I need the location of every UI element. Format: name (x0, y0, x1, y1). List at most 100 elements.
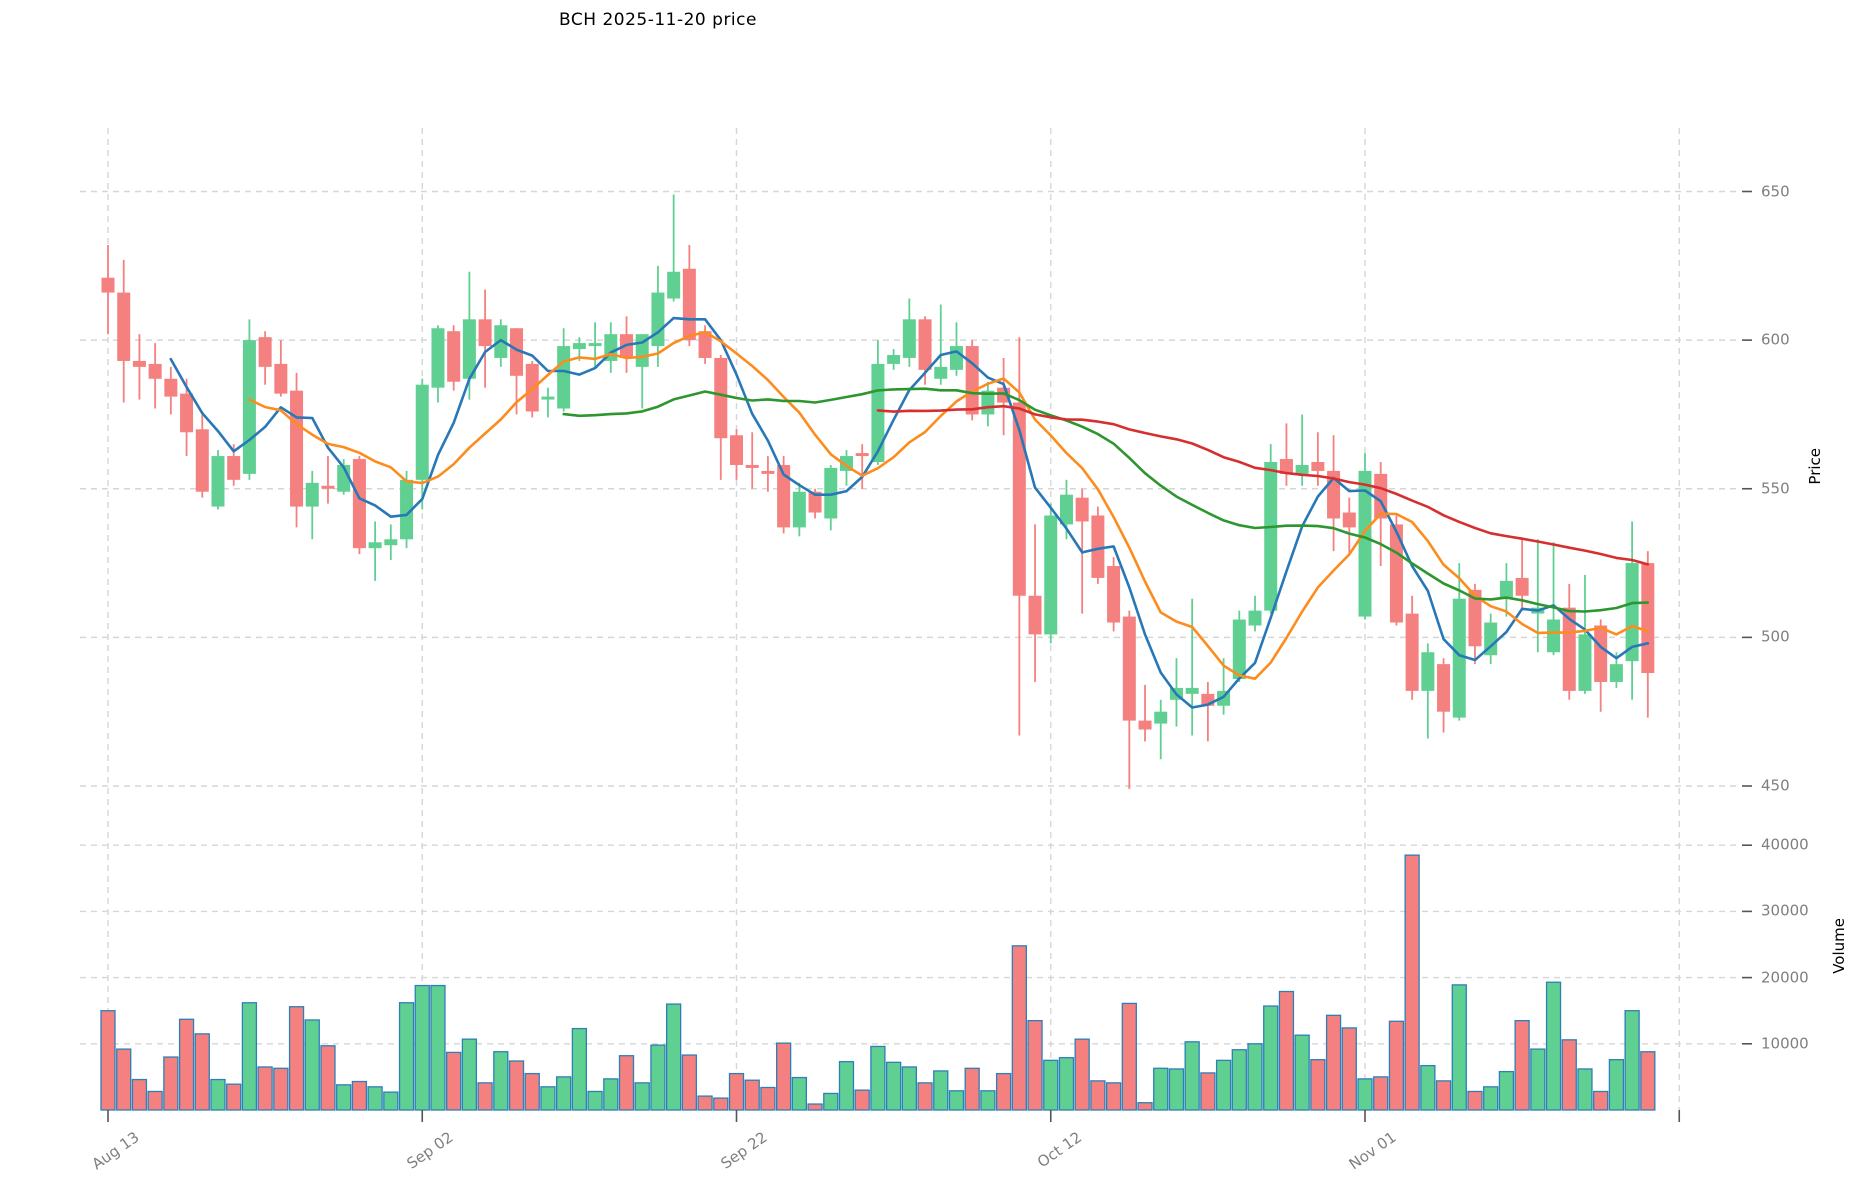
volume-bar (1545, 981, 1562, 1111)
volume-bar (226, 1083, 242, 1111)
volume-bar (116, 1048, 132, 1111)
candle-body (1389, 524, 1403, 623)
volume-bar (241, 1002, 258, 1111)
candle-body (1578, 634, 1592, 691)
volume-bar (1278, 990, 1295, 1111)
volume-bar (885, 1061, 902, 1111)
candle-body (1059, 494, 1073, 525)
volume-bar (587, 1090, 603, 1111)
volume-bar (194, 1033, 210, 1111)
volume-bar (571, 1027, 588, 1111)
candle-body (667, 271, 681, 299)
volume-bar (540, 1086, 556, 1111)
volume-bar (147, 1090, 163, 1111)
candle-body (384, 539, 398, 546)
candle-body (352, 459, 366, 549)
candle-body (1248, 610, 1262, 626)
candle-body (1138, 720, 1152, 730)
candle-body (918, 319, 932, 370)
candle-body (1264, 461, 1278, 611)
candle-body (211, 456, 225, 507)
candle-body (1484, 622, 1498, 656)
candle-body (195, 429, 209, 492)
volume-bar (1624, 1010, 1640, 1111)
candle-body (541, 396, 555, 400)
volume-bar (477, 1082, 493, 1111)
volume-bar (1341, 1027, 1357, 1111)
candle-body (1012, 402, 1026, 596)
candle-body (557, 346, 571, 409)
candle-body (949, 346, 963, 370)
candle-body (117, 292, 131, 361)
ma10-line (248, 330, 1650, 681)
candle-body (1437, 664, 1451, 712)
volume-bar (964, 1067, 980, 1111)
volume-bar (1483, 1086, 1499, 1111)
volume-bar (273, 1067, 289, 1111)
candle-body (274, 363, 288, 394)
candle-body (1107, 566, 1121, 623)
candle-body (745, 464, 759, 468)
candle-body (714, 357, 728, 439)
volume-bar (1420, 1064, 1436, 1111)
candle-body (1405, 613, 1419, 691)
candle-body (132, 360, 146, 367)
volume-bar (1200, 1072, 1216, 1111)
volume-bar (1105, 1082, 1122, 1111)
candle-body (1499, 580, 1513, 599)
volume-bar (838, 1061, 855, 1111)
volume-bar (556, 1076, 572, 1111)
volume-bar (1263, 1005, 1279, 1111)
candle-body (808, 491, 822, 513)
candle-body (368, 542, 382, 549)
volume-bar (524, 1072, 540, 1111)
volume-bar (666, 1003, 682, 1111)
volume-bar (681, 1054, 698, 1111)
candle-body (965, 346, 979, 415)
volume-bar (1451, 984, 1467, 1111)
volume-bar (446, 1051, 462, 1111)
candle-body (730, 435, 743, 465)
candle-body (792, 491, 806, 528)
candle-body (1295, 464, 1309, 474)
candle-body (855, 453, 869, 457)
candle-body (1185, 687, 1199, 694)
volume-bar (1388, 1020, 1405, 1111)
ma5-line (169, 316, 1650, 709)
candle-body (902, 319, 916, 358)
candle-body (1028, 595, 1042, 635)
volume-bar (634, 1082, 650, 1111)
volume-bar (320, 1045, 336, 1111)
candle-body (1311, 461, 1325, 471)
volume-tick-label: 30000 (1761, 902, 1809, 921)
volume-bar (1121, 1002, 1137, 1111)
candle-body (164, 378, 178, 397)
price-tick-label: 600 (1761, 330, 1790, 349)
candle-body (588, 343, 602, 347)
volume-bar (163, 1056, 179, 1111)
price-tick-label: 650 (1761, 182, 1790, 201)
volume-bar (980, 1090, 996, 1111)
volume-bar (1043, 1059, 1059, 1111)
chart-title: BCH 2025-11-20 price (559, 10, 757, 30)
candle-body (305, 482, 319, 507)
volume-bar (823, 1092, 839, 1111)
candle-body (777, 464, 791, 528)
volume-bar (100, 1010, 116, 1111)
volume-bar (1231, 1049, 1247, 1111)
volume-bar (854, 1089, 870, 1111)
volume-bar (713, 1097, 729, 1111)
volume-bar (288, 1006, 305, 1111)
candle-body (934, 366, 948, 379)
candle-body (1547, 619, 1561, 653)
candle-body (1279, 459, 1293, 474)
volume-tick-label: 20000 (1761, 968, 1809, 987)
volume-bar (493, 1051, 509, 1111)
volume-bar (1640, 1051, 1656, 1111)
candle-body (1232, 619, 1246, 679)
candle-body (1452, 598, 1466, 718)
volume-bar (1467, 1090, 1483, 1111)
volume-bar (1514, 1019, 1530, 1111)
